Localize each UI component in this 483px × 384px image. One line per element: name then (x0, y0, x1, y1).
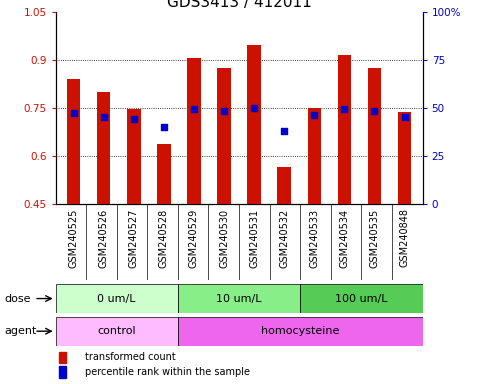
Text: transformed count: transformed count (85, 353, 176, 362)
Text: homocysteine: homocysteine (261, 326, 340, 336)
Bar (368, 68, 381, 204)
Point (341, 106, 348, 113)
Bar (127, 109, 141, 204)
Point (370, 108, 378, 114)
Bar (59, 352, 66, 363)
Point (311, 112, 318, 118)
Bar (178, 284, 300, 313)
Bar (157, 144, 170, 204)
Text: percentile rank within the sample: percentile rank within the sample (85, 367, 250, 377)
Bar (187, 58, 201, 204)
Title: GDS3413 / 412011: GDS3413 / 412011 (167, 0, 312, 10)
Text: dose: dose (5, 293, 31, 304)
Point (190, 106, 198, 113)
Point (130, 116, 138, 122)
Bar (398, 113, 412, 204)
Text: 10 um/L: 10 um/L (216, 293, 262, 304)
Text: agent: agent (5, 326, 37, 336)
Bar (56, 284, 178, 313)
Bar (67, 79, 80, 204)
Bar (300, 284, 423, 313)
Bar (56, 317, 178, 346)
Point (250, 104, 258, 111)
Bar (178, 317, 423, 346)
Point (401, 114, 409, 120)
Bar (97, 91, 111, 204)
Point (220, 108, 228, 114)
Text: 100 um/L: 100 um/L (335, 293, 388, 304)
Text: control: control (98, 326, 136, 336)
Text: 0 um/L: 0 um/L (98, 293, 136, 304)
Bar (277, 167, 291, 204)
Bar (308, 108, 321, 204)
Point (70, 110, 77, 116)
Point (280, 127, 288, 134)
Point (100, 114, 108, 120)
Bar (247, 45, 261, 204)
Point (160, 124, 168, 130)
Bar (338, 55, 351, 204)
Bar (217, 68, 231, 204)
Bar (59, 366, 66, 378)
